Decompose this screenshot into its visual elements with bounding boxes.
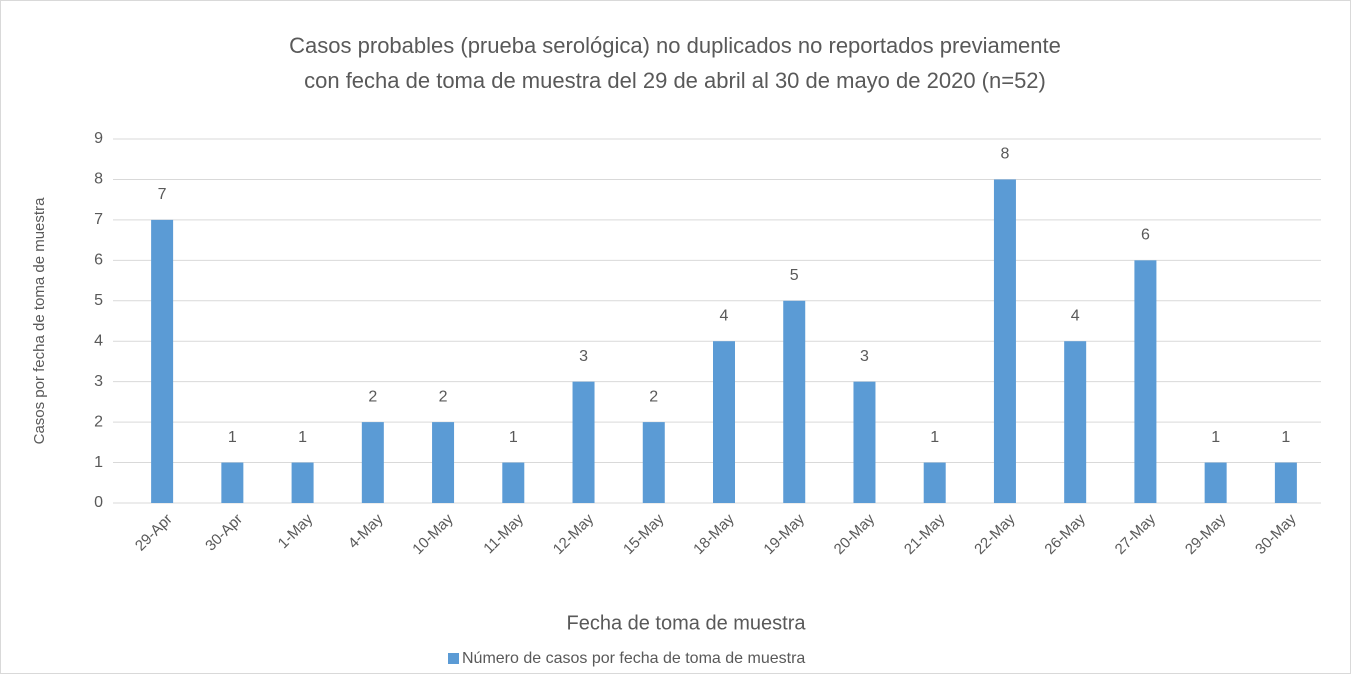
bar <box>502 462 525 503</box>
y-tick-label: 5 <box>94 292 103 309</box>
bar <box>1134 260 1157 503</box>
data-label: 4 <box>1071 307 1080 324</box>
bar <box>1204 462 1227 503</box>
data-label: 5 <box>790 267 799 284</box>
bar <box>1064 341 1087 503</box>
y-tick-label: 6 <box>94 252 103 269</box>
data-label: 4 <box>720 307 729 324</box>
data-label: 2 <box>439 388 448 405</box>
data-label: 1 <box>1211 429 1220 446</box>
y-tick-label: 7 <box>94 211 103 228</box>
data-label: 2 <box>649 388 658 405</box>
legend-swatch <box>448 653 459 664</box>
data-label: 1 <box>930 429 939 446</box>
bar <box>853 381 876 503</box>
bar <box>923 462 946 503</box>
y-tick-label: 4 <box>94 332 103 349</box>
data-label: 2 <box>368 388 377 405</box>
data-label: 1 <box>509 429 518 446</box>
y-tick-label: 3 <box>94 373 103 390</box>
data-label: 7 <box>158 186 167 203</box>
bar <box>151 219 174 503</box>
bar <box>432 422 455 503</box>
y-tick-label: 8 <box>94 171 103 188</box>
data-label: 1 <box>298 429 307 446</box>
data-label: 6 <box>1141 227 1150 244</box>
legend-label: Número de casos por fecha de toma de mue… <box>462 650 805 667</box>
bar <box>361 422 384 503</box>
x-axis-label: Fecha de toma de muestra <box>566 612 806 634</box>
data-label: 3 <box>860 348 869 365</box>
chart-title: Casos probables (prueba serológica) no d… <box>289 33 1061 58</box>
bar <box>291 462 314 503</box>
chart-title: con fecha de toma de muestra del 29 de a… <box>304 68 1046 93</box>
bar <box>572 381 595 503</box>
y-axis-label: Casos por fecha de toma de muestra <box>31 197 48 444</box>
data-label: 8 <box>1000 146 1009 163</box>
bar <box>1274 462 1297 503</box>
data-label: 3 <box>579 348 588 365</box>
y-tick-label: 2 <box>94 413 103 430</box>
bar <box>221 462 244 503</box>
data-label: 1 <box>1281 429 1290 446</box>
y-tick-label: 9 <box>94 130 103 147</box>
bar <box>642 422 665 503</box>
bar <box>993 179 1016 503</box>
y-tick-label: 1 <box>94 454 103 471</box>
y-tick-label: 0 <box>94 494 103 511</box>
data-label: 1 <box>228 429 237 446</box>
bar <box>783 300 806 503</box>
bar <box>713 341 735 503</box>
